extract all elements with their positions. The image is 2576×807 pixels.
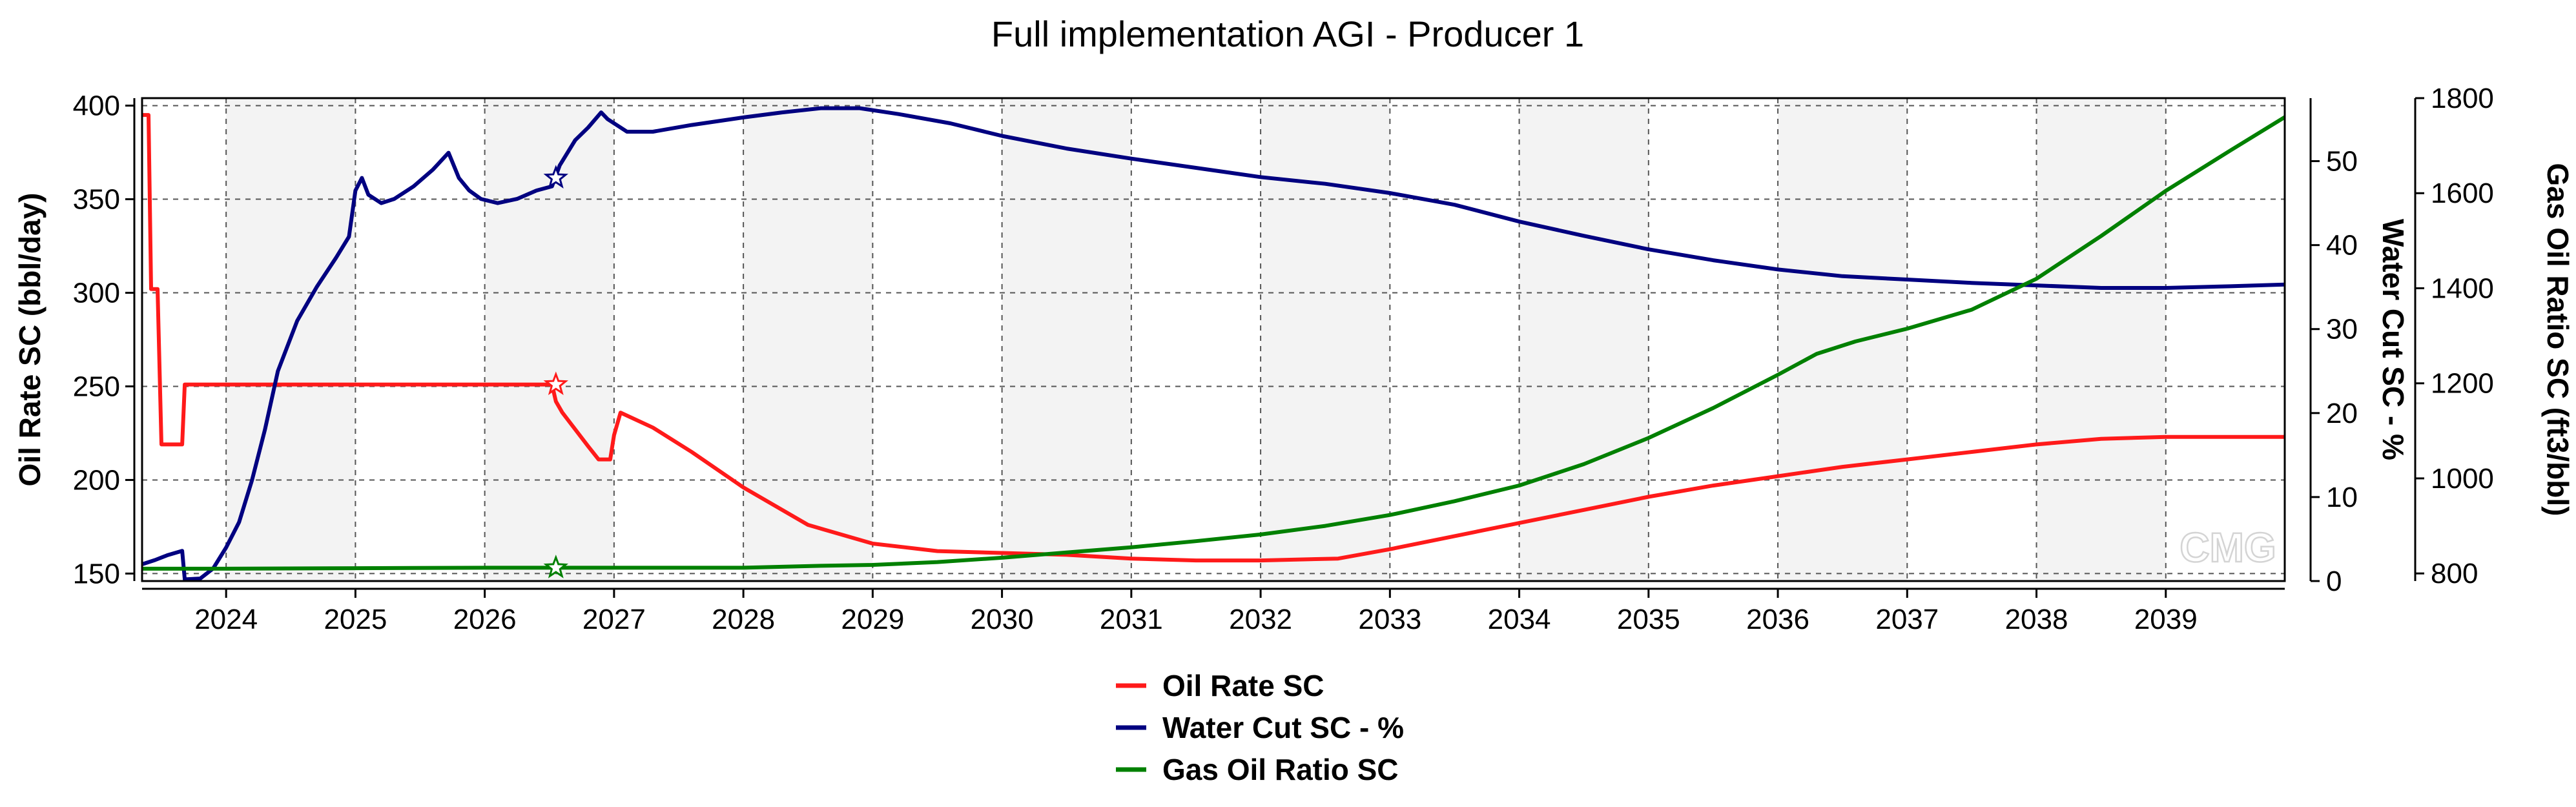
wc-tick-label: 50	[2326, 146, 2358, 178]
gor-tick-label: 1400	[2431, 272, 2494, 304]
x-tick-label: 2034	[1488, 604, 1551, 635]
gor-tick-label: 800	[2431, 558, 2478, 589]
chart-title: Full implementation AGI - Producer 1	[991, 14, 1584, 54]
x-tick-label: 2037	[1875, 604, 1939, 635]
gor-tick-label: 1800	[2431, 83, 2494, 114]
oil-axis-label: Oil Rate SC (bbl/day)	[13, 193, 46, 487]
x-tick-label: 2028	[712, 604, 775, 635]
year-band	[2036, 98, 2166, 581]
series-line-1	[141, 106, 2285, 582]
y-axes: 150 200 250 300 350 400 Oil Rate SC (bbl/day) 0…	[13, 83, 2575, 597]
x-axis: 2024 2025 2026 2027 2028 2029 2030 2031 2032 2033…	[142, 587, 2285, 635]
cmg-watermark: CMG	[2179, 524, 2276, 571]
x-tick-label: 2029	[841, 604, 904, 635]
x-tick-label: 2030	[971, 604, 1034, 635]
legend-label-2: Gas Oil Ratio SC	[1162, 753, 1399, 786]
series-marker-1	[543, 165, 569, 189]
series-layer	[141, 106, 2286, 582]
legend-label-0: Oil Rate SC	[1162, 669, 1324, 702]
plot-frame	[141, 97, 2286, 582]
x-tick-label: 2032	[1229, 604, 1292, 635]
legend-label-1: Water Cut SC - %	[1162, 711, 1404, 744]
year-band	[1002, 98, 1131, 581]
x-tick-label: 2039	[2134, 604, 2198, 635]
oil-tick-label: 250	[73, 371, 120, 402]
oil-tick-label: 400	[73, 90, 120, 122]
series-line-0	[142, 113, 2285, 563]
gor-tick-label: 1000	[2431, 463, 2494, 495]
x-tick-label: 2038	[2005, 604, 2068, 635]
gor-tick-label: 1200	[2431, 368, 2494, 400]
x-tick-label: 2027	[582, 604, 646, 635]
x-tick-label: 2031	[1100, 604, 1163, 635]
oil-tick-label: 300	[73, 278, 120, 309]
wc-tick-label: 10	[2326, 482, 2358, 513]
year-band	[484, 98, 614, 581]
year-bands	[226, 98, 2166, 581]
wc-tick-label: 40	[2326, 230, 2358, 261]
oil-tick-label: 350	[73, 184, 120, 216]
oil-tick-label: 200	[73, 464, 120, 496]
x-tick-label: 2036	[1746, 604, 1809, 635]
oil-tick-label: 150	[73, 558, 120, 589]
series-marker-0	[543, 371, 569, 395]
year-band	[1778, 98, 1908, 581]
year-band	[743, 98, 873, 581]
gor-tick-label: 1600	[2431, 178, 2494, 209]
wc-tick-label: 20	[2326, 398, 2358, 429]
x-tick-label: 2025	[324, 604, 387, 635]
gor-axis-label: Gas Oil Ratio SC (ft3/bbl)	[2541, 163, 2575, 516]
x-tick-label: 2033	[1358, 604, 1421, 635]
x-tick-label: 2035	[1617, 604, 1680, 635]
wc-tick-label: 30	[2326, 314, 2358, 345]
wc-tick-label: 0	[2326, 566, 2342, 597]
x-tick-label: 2026	[453, 604, 517, 635]
wc-axis-label: Water Cut SC - %	[2376, 219, 2410, 460]
grid-lines	[142, 98, 2285, 581]
legend: Oil Rate SC Water Cut SC - % Gas Oil Ratio…	[1116, 669, 1404, 786]
year-band	[1261, 98, 1390, 581]
x-tick-label: 2024	[194, 604, 258, 635]
series-line-2	[142, 115, 2286, 571]
series-marker-2	[543, 555, 569, 578]
